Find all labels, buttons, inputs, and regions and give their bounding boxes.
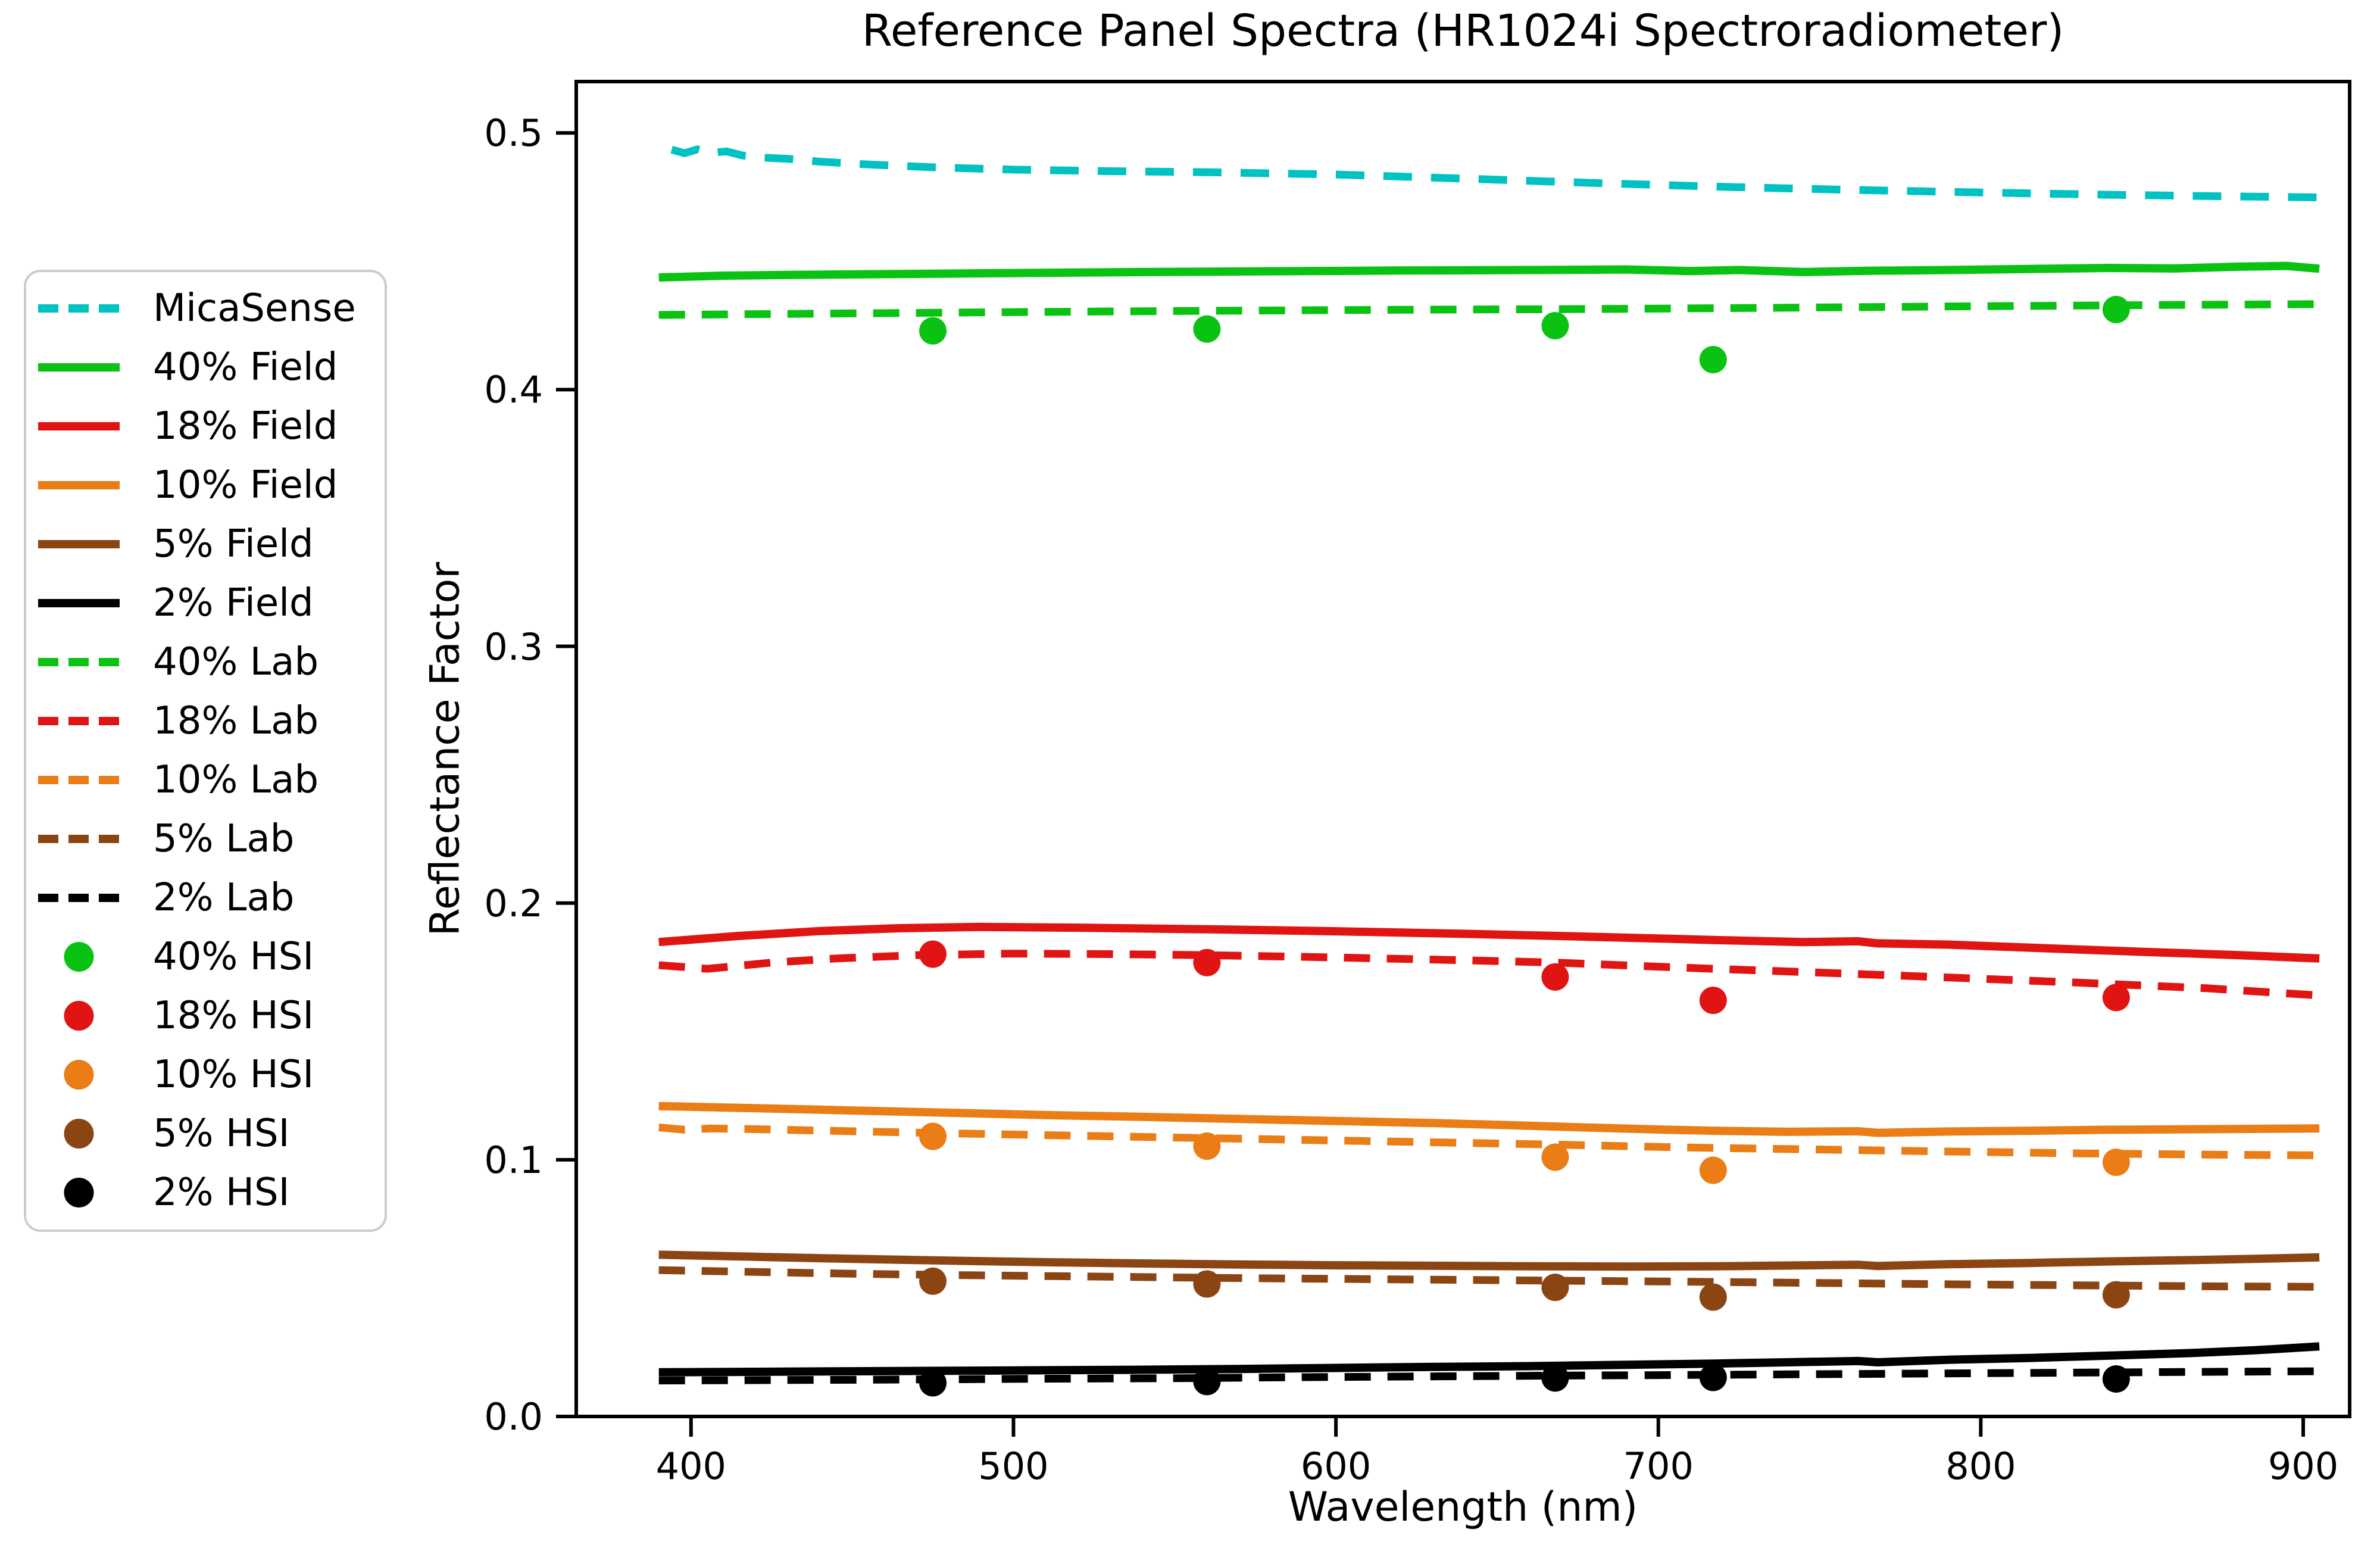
series-line [658,1250,2320,1271]
legend-frame [24,270,387,1232]
scatter-point [2102,984,2130,1012]
x-tick-label: 700 [1623,1444,1694,1488]
scatter-point [1193,1270,1221,1298]
legend-label: 2% HSI [153,1171,290,1215]
series-line [658,261,2320,282]
scatter-point [1699,1363,1727,1391]
y-tick-label: 0.4 [484,368,543,412]
legend-label: 5% HSI [153,1112,290,1156]
scatter-point [1699,1156,1727,1184]
legend-marker-dot [64,1060,94,1090]
legend-marker-dot [64,1178,94,1207]
legend-label: 40% Field [153,345,338,389]
legend-label: 18% Field [153,404,338,448]
y-tick-label: 0.1 [484,1138,543,1182]
scatter-point [2102,1281,2130,1309]
scatter-point [1541,1274,1569,1302]
y-axis-label: Reflectance Factor [421,561,469,937]
legend-label: 40% Lab [153,640,319,684]
scatter-point [1699,345,1727,373]
legend-label: 2% Lab [153,876,295,920]
scatter-point [1541,1143,1569,1171]
series-line [658,1124,2320,1159]
scatter-point [1699,987,1727,1015]
plot-border [574,80,2351,1418]
legend-label: 5% Lab [153,817,295,861]
scatter-point [1193,315,1221,343]
series-line [658,950,2320,1000]
x-tick-label: 400 [655,1444,726,1488]
y-tick-label: 0.3 [484,625,543,669]
legend-label: 18% HSI [153,994,314,1038]
scatter-point [919,1267,947,1295]
legend-label: 40% HSI [153,935,314,979]
series-line [670,145,2320,201]
scatter-point [919,1369,947,1397]
series-lines [658,145,2320,1385]
scatter-point [919,317,947,345]
legend-label: MicaSense [153,286,356,330]
series-line [658,1101,2320,1137]
legend-label: 5% Field [153,522,314,566]
axis-ticks [556,131,2306,1437]
scatter-point [1193,1368,1221,1396]
scatter-point [1541,312,1569,340]
legend-label: 10% Field [153,463,338,507]
series-line [658,300,2320,319]
x-tick-label: 900 [2267,1444,2339,1488]
x-tick-label: 500 [978,1444,1049,1488]
y-tick-label: 0.0 [484,1395,543,1438]
legend-label: 10% Lab [153,758,319,802]
legend-marker-dot [64,1119,94,1149]
series-line [658,1342,2320,1377]
scatter-point [919,1122,947,1150]
legend-label: 2% Field [153,581,314,625]
series-line [658,1266,2320,1291]
scatter-point [1193,1132,1221,1160]
legend-marker-dot [64,1001,94,1031]
legend-marker-dot [64,942,94,972]
y-tick-label: 0.2 [484,881,543,925]
y-tick-label: 0.5 [484,111,543,155]
scatter-point [1699,1283,1727,1311]
x-tick-label: 800 [1945,1444,2016,1488]
scatter-point [1193,948,1221,976]
chart-title: Reference Panel Spectra (HR1024i Spectro… [861,5,2064,57]
series-line [658,922,2320,963]
scatter-point [2102,1149,2130,1177]
scatter-point [2102,295,2130,323]
scatter-point [1541,1364,1569,1392]
x-tick-label: 600 [1300,1444,1372,1488]
legend [24,270,387,1232]
scatter-point [2102,1365,2130,1393]
x-axis-label: Wavelength (nm) [1288,1484,1638,1531]
series-markers [919,295,2130,1397]
scatter-point [919,940,947,968]
scatter-point [1541,963,1569,991]
legend-label: 18% Lab [153,699,319,743]
legend-label: 10% HSI [153,1053,314,1097]
